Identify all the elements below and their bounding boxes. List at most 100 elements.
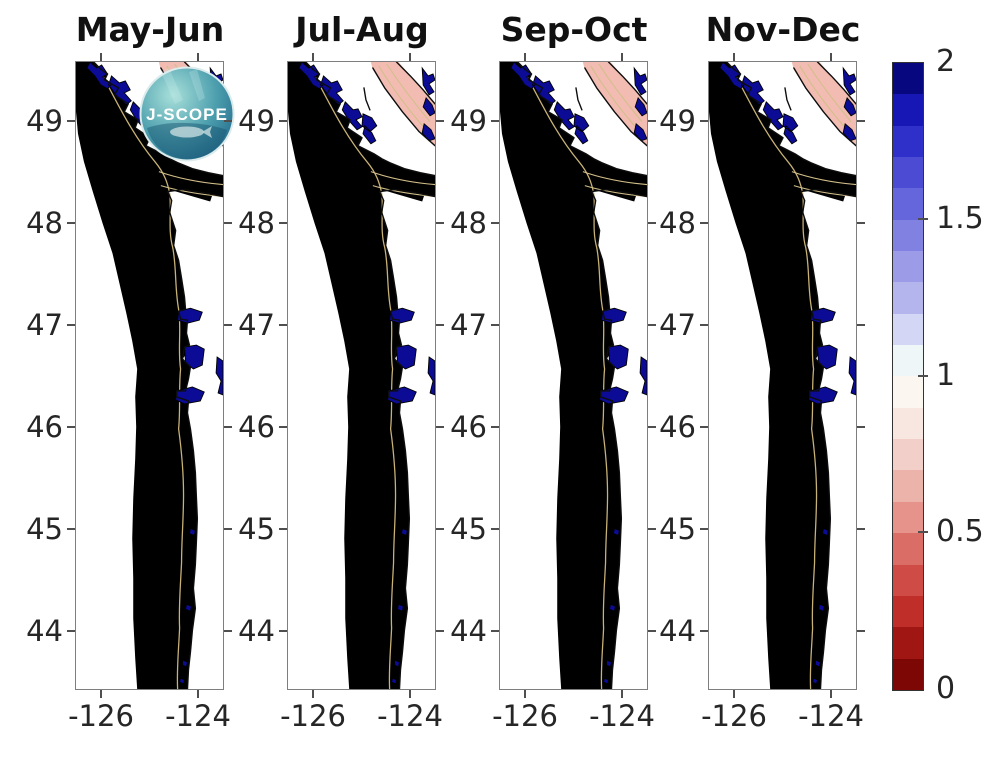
y-tick-mark <box>67 426 75 428</box>
panel-title-nov-dec: Nov-Dec <box>705 10 861 49</box>
map-sep-oct <box>500 62 647 689</box>
x-tick-mark <box>621 53 623 61</box>
y-tick-mark <box>491 630 499 632</box>
y-tick-mark <box>279 324 287 326</box>
colorbar-segment <box>893 439 923 471</box>
y-tick-mark <box>700 120 708 122</box>
y-tick-mark <box>491 426 499 428</box>
x-tick-mark <box>830 53 832 61</box>
colorbar-segment <box>893 564 923 596</box>
y-tick-label: 47 <box>238 308 275 342</box>
colorbar-segment <box>893 251 923 283</box>
map-nov-dec <box>709 62 856 689</box>
x-tick-mark <box>197 690 199 698</box>
x-tick-mark <box>733 53 735 61</box>
colorbar-segment <box>893 658 923 690</box>
y-tick-label: 44 <box>450 614 487 648</box>
panel-title-may-jun: May-Jun <box>75 10 225 49</box>
map-panel-jul-aug <box>287 61 436 690</box>
y-tick-label: 49 <box>659 104 696 138</box>
x-tick-label: -126 <box>68 699 134 733</box>
y-tick-label: 48 <box>659 206 696 240</box>
x-tick-mark <box>312 53 314 61</box>
x-tick-label: -126 <box>492 699 558 733</box>
colorbar-segment <box>893 282 923 314</box>
y-tick-mark <box>224 426 232 428</box>
x-tick-label: -126 <box>280 699 346 733</box>
y-tick-mark <box>224 630 232 632</box>
y-tick-mark <box>491 120 499 122</box>
y-tick-label: 46 <box>659 410 696 444</box>
colorbar-tick-label: 1 <box>936 357 956 393</box>
y-tick-mark <box>857 528 865 530</box>
map-panel-may-jun <box>75 61 224 690</box>
y-tick-mark <box>857 324 865 326</box>
y-tick-mark <box>67 324 75 326</box>
jscope-logo: J-SCOPE <box>139 66 235 162</box>
colorbar-tick-mark <box>918 374 928 377</box>
x-tick-mark <box>621 690 623 698</box>
y-tick-mark <box>224 324 232 326</box>
y-tick-mark <box>224 222 232 224</box>
colorbar-segment <box>893 188 923 220</box>
colorbar-tick-label: 2 <box>936 44 956 79</box>
y-tick-label: 46 <box>26 410 63 444</box>
colorbar-tick-label: 1.5 <box>936 200 984 236</box>
y-tick-label: 49 <box>450 104 487 138</box>
y-tick-label: 49 <box>26 104 63 138</box>
y-tick-mark <box>279 120 287 122</box>
y-tick-label: 44 <box>659 614 696 648</box>
y-tick-mark <box>224 528 232 530</box>
colorbar-segment <box>893 313 923 346</box>
colorbar-tick-mark <box>918 531 928 534</box>
y-tick-mark <box>700 324 708 326</box>
y-tick-mark <box>491 528 499 530</box>
y-tick-mark <box>700 426 708 428</box>
colorbar-segment <box>893 376 923 408</box>
panel-title-sep-oct: Sep-Oct <box>500 10 648 49</box>
x-tick-mark <box>197 53 199 61</box>
y-tick-mark <box>279 528 287 530</box>
y-tick-label: 45 <box>659 512 696 546</box>
y-tick-mark <box>436 630 444 632</box>
y-tick-mark <box>67 222 75 224</box>
x-tick-mark <box>100 53 102 61</box>
colorbar-segment <box>893 627 923 659</box>
jscope-logo-label: J-SCOPE <box>146 105 228 124</box>
y-tick-mark <box>648 630 656 632</box>
y-tick-mark <box>700 630 708 632</box>
colorbar-segment <box>893 125 923 158</box>
y-tick-mark <box>857 630 865 632</box>
y-tick-mark <box>279 222 287 224</box>
y-tick-mark <box>648 426 656 428</box>
colorbar-tick-label: 0.5 <box>936 514 984 550</box>
x-tick-label: -124 <box>165 699 231 733</box>
map-panel-sep-oct <box>499 61 648 690</box>
colorbar-segment <box>893 595 923 628</box>
y-tick-label: 45 <box>238 512 275 546</box>
y-tick-mark <box>700 222 708 224</box>
y-tick-label: 45 <box>450 512 487 546</box>
colorbar-tick-label: 0 <box>936 671 956 706</box>
colorbar-segment <box>893 501 923 534</box>
y-tick-label: 47 <box>450 308 487 342</box>
y-tick-label: 45 <box>26 512 63 546</box>
y-tick-label: 44 <box>26 614 63 648</box>
x-tick-label: -124 <box>377 699 443 733</box>
y-tick-label: 48 <box>238 206 275 240</box>
y-tick-label: 49 <box>238 104 275 138</box>
x-tick-mark <box>409 53 411 61</box>
y-tick-mark <box>436 222 444 224</box>
y-tick-mark <box>436 324 444 326</box>
y-tick-label: 44 <box>238 614 275 648</box>
y-tick-mark <box>857 120 865 122</box>
x-tick-mark <box>100 690 102 698</box>
y-tick-mark <box>648 222 656 224</box>
y-tick-mark <box>491 324 499 326</box>
colorbar-tick-mark <box>918 217 928 220</box>
colorbar <box>892 62 924 691</box>
y-tick-mark <box>67 120 75 122</box>
y-tick-mark <box>436 426 444 428</box>
map-jul-aug <box>288 62 435 689</box>
